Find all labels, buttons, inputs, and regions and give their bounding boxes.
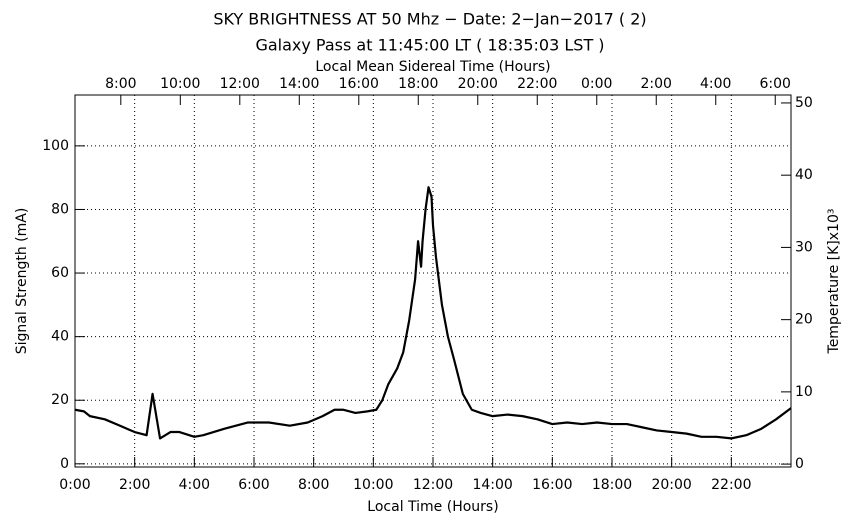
x-axis-label: Local Time (Hours) xyxy=(367,499,498,515)
x2-tick-label: 0:00 xyxy=(581,76,612,92)
x2-tick-label: 18:00 xyxy=(398,76,438,92)
x2-tick-label: 6:00 xyxy=(760,76,791,92)
y2-tick-label: 40 xyxy=(795,167,813,183)
x-tick-label: 14:00 xyxy=(472,477,512,493)
x2-tick-label: 14:00 xyxy=(279,76,319,92)
x-tick-label: 6:00 xyxy=(238,477,269,493)
y2-tick-label: 10 xyxy=(795,384,813,400)
y-tick-label: 20 xyxy=(51,392,69,408)
y2-axis-label: Temperature [K]x10³ xyxy=(826,209,842,355)
y2-tick-label: 0 xyxy=(795,456,804,472)
signal-line xyxy=(74,186,792,440)
y2-tick-label: 50 xyxy=(795,95,813,111)
x2-tick-label: 8:00 xyxy=(105,76,136,92)
x-tick-label: 22:00 xyxy=(711,477,751,493)
y-tick-label: 40 xyxy=(51,329,69,345)
x-tick-label: 2:00 xyxy=(119,477,150,493)
x-tick-label: 10:00 xyxy=(353,477,393,493)
x-tick-label: 8:00 xyxy=(298,477,329,493)
x2-tick-label: 12:00 xyxy=(220,76,260,92)
y-tick-label: 60 xyxy=(51,265,69,281)
x2-tick-label: 2:00 xyxy=(641,76,672,92)
x-tick-label: 20:00 xyxy=(651,477,691,493)
x-tick-label: 18:00 xyxy=(592,477,632,493)
x-tick-label: 4:00 xyxy=(179,477,210,493)
x-tick-label: 0:00 xyxy=(59,477,90,493)
x2-tick-label: 10:00 xyxy=(160,76,200,92)
y-tick-label: 0 xyxy=(60,456,69,472)
chart-title: SKY BRIGHTNESS AT 50 Mhz − Date: 2−Jan−2… xyxy=(213,10,646,29)
x-tick-label: 16:00 xyxy=(532,477,572,493)
x2-tick-label: 20:00 xyxy=(458,76,498,92)
y-tick-label: 80 xyxy=(51,201,69,217)
x2-tick-label: 16:00 xyxy=(339,76,379,92)
x-tick-label: 12:00 xyxy=(413,477,453,493)
y-tick-label: 100 xyxy=(42,138,69,154)
y2-tick-label: 30 xyxy=(795,239,813,255)
y-axis-label: Signal Strength (mA) xyxy=(14,208,30,355)
chart-subtitle: Galaxy Pass at 11:45:00 LT ( 18:35:03 LS… xyxy=(255,36,604,55)
x2-tick-label: 22:00 xyxy=(517,76,557,92)
x2-tick-label: 4:00 xyxy=(700,76,731,92)
y2-tick-label: 20 xyxy=(795,312,813,328)
x2-axis-label: Local Mean Sidereal Time (Hours) xyxy=(315,59,550,75)
